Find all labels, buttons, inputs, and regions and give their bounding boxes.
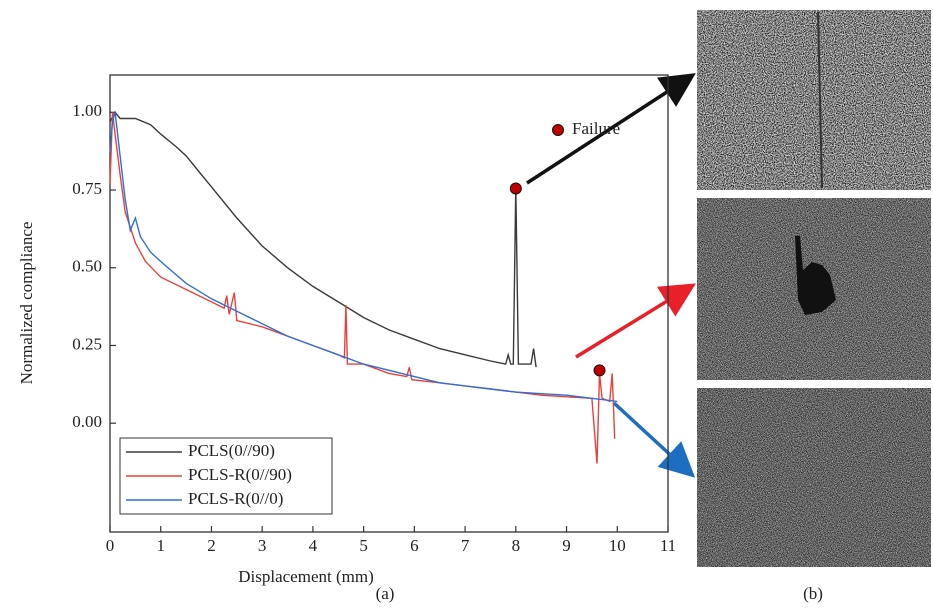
panel-label: (b) xyxy=(803,584,823,603)
plot-frame xyxy=(109,74,669,533)
x-tick-label: 6 xyxy=(410,536,419,555)
y-tick-label: 0.75 xyxy=(72,179,102,198)
x-tick-label: 9 xyxy=(562,536,571,555)
legend-label: PCLS-R(0//90) xyxy=(188,465,292,484)
y-tick-label: 1.00 xyxy=(72,101,102,120)
image-texture xyxy=(697,388,931,567)
series-line xyxy=(109,112,618,403)
x-tick-label: 10 xyxy=(609,536,626,555)
x-tick-label: 11 xyxy=(660,536,676,555)
x-tick-label: 5 xyxy=(359,536,368,555)
legend-label: PCLS(0//90) xyxy=(188,441,275,460)
x-tick-label: 0 xyxy=(106,536,115,555)
x-tick-label: 7 xyxy=(461,536,470,555)
micrographs xyxy=(697,10,931,567)
arrow xyxy=(575,283,696,359)
failure-point xyxy=(509,182,522,195)
legend-marker xyxy=(552,124,564,136)
y-axis-label: Normalized compliance xyxy=(17,222,36,385)
arrow xyxy=(612,401,696,478)
y-tick-label: 0.00 xyxy=(72,412,102,431)
crack xyxy=(817,11,823,189)
panel-label: (a) xyxy=(376,584,395,603)
x-axis-label: Displacement (mm) xyxy=(238,567,374,586)
x-tick-label: 2 xyxy=(207,536,216,555)
series-line xyxy=(109,112,616,464)
y-tick-label: 0.50 xyxy=(72,257,102,276)
image-texture xyxy=(697,10,931,190)
legend-label: Failure xyxy=(572,119,620,138)
x-tick-label: 3 xyxy=(258,536,267,555)
y-tick-label: 0.25 xyxy=(72,334,102,353)
x-tick-label: 4 xyxy=(309,536,318,555)
failure-point xyxy=(593,364,606,377)
x-tick-label: 1 xyxy=(156,536,165,555)
damage xyxy=(795,236,836,315)
arrow xyxy=(526,73,696,185)
legend-label: PCLS-R(0//0) xyxy=(188,489,283,508)
x-tick-label: 8 xyxy=(512,536,521,555)
series-line xyxy=(109,111,537,368)
